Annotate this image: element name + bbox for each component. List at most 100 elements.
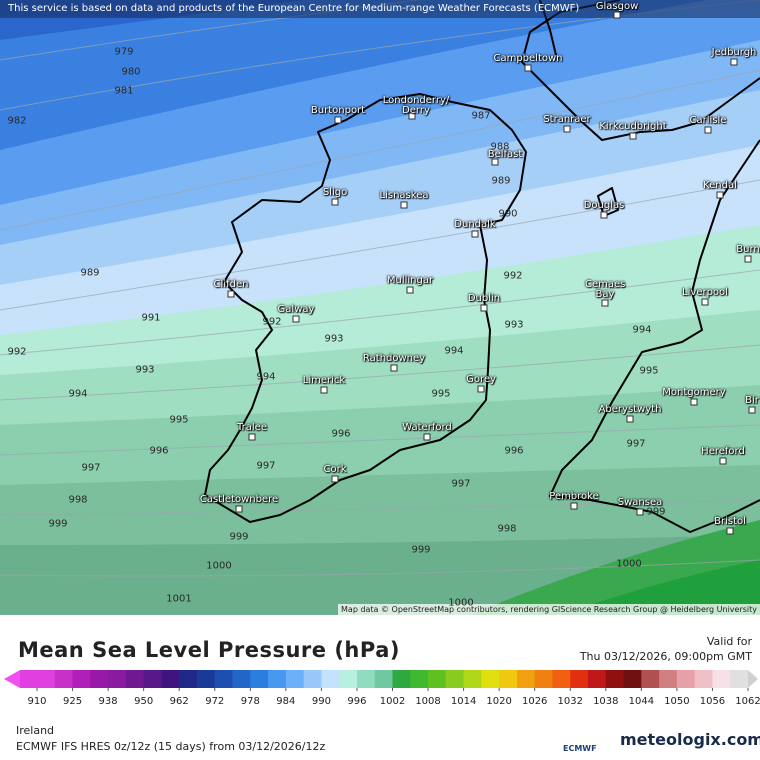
place-label: Aberystwyth: [598, 404, 662, 415]
place-label: Carlisle: [689, 115, 727, 126]
isobar-label: 1000: [448, 597, 474, 609]
place-marker: [704, 126, 712, 134]
isobar-label: 996: [149, 445, 169, 457]
place-label: Tralee: [237, 422, 267, 433]
colorbar-segment: [90, 670, 109, 688]
colorbar-tick-label: 1002: [380, 696, 405, 707]
colorbar-segment: [54, 670, 74, 688]
place-label: Londonderry/ Derry: [382, 95, 450, 116]
colorbar-segment: [712, 670, 731, 688]
colorbar-segment: [730, 670, 749, 688]
place-marker: [408, 112, 416, 120]
place-label: Pembroke: [549, 491, 599, 502]
isobar-label: 993: [504, 319, 524, 331]
isobar-label: 995: [639, 365, 659, 377]
place-label: Burn: [736, 244, 760, 255]
colorbar-segment: [605, 670, 625, 688]
colorbar-segment: [516, 670, 536, 688]
colorbar-segment: [641, 670, 660, 688]
colorbar-tick-label: 1038: [593, 696, 618, 707]
place-label: Waterford: [402, 422, 452, 433]
colorbar-segment: [37, 670, 56, 688]
place-marker: [726, 527, 734, 535]
colorbar-tick-label: 1044: [629, 696, 654, 707]
place-marker: [480, 304, 488, 312]
place-marker: [719, 457, 727, 465]
place-label: Liverpool: [682, 287, 728, 298]
colorbar-segment: [303, 670, 322, 688]
place-marker: [730, 58, 738, 66]
place-label: Cemaes Bay: [585, 279, 626, 300]
place-label: Kendal: [703, 180, 737, 191]
place-label: Limerick: [302, 375, 346, 386]
colorbar-segment: [676, 670, 696, 688]
place-label: Clifden: [213, 279, 249, 290]
isobar-label: 980: [121, 66, 141, 78]
isobar-label: 998: [68, 494, 88, 506]
isobar-label: 1000: [616, 558, 642, 570]
colorbar-tick-label: 996: [347, 696, 366, 707]
place-label: Cork: [323, 464, 347, 475]
isobar-label: 993: [135, 364, 155, 376]
isobar-label: 995: [169, 414, 189, 426]
colorbar-segment: [623, 670, 642, 688]
isobar-label: 997: [256, 460, 276, 472]
brand: meteologix.com: [620, 730, 760, 749]
colorbar-segment: [321, 670, 340, 688]
colorbar-tick-label: 962: [170, 696, 189, 707]
valid-time: Thu 03/12/2026, 09:00pm GMT: [579, 650, 752, 663]
isobar-label: 997: [451, 478, 471, 490]
colorbar-tick-label: 1026: [522, 696, 547, 707]
isobar-label: 988: [490, 141, 510, 153]
colorbar-segment: [410, 670, 429, 688]
place-marker: [570, 502, 578, 510]
colorbar-tick-label: 972: [205, 696, 224, 707]
colorbar-segment: [179, 670, 198, 688]
place-label: Dublin: [467, 293, 501, 304]
place-label: Gorey: [466, 374, 496, 385]
colorbar: 910 925 938 950 962 972 978 984 990 996 1002 1008 10…: [4, 670, 760, 707]
place-label: Sligo: [322, 187, 348, 198]
colorbar-segment: [588, 670, 607, 688]
place-marker: [331, 475, 339, 483]
place-label: Mullingar: [386, 275, 434, 286]
place-label: Stranraer: [543, 114, 591, 125]
colorbar-segment: [552, 670, 571, 688]
place-marker: [690, 398, 698, 406]
place-marker: [227, 290, 235, 298]
place-marker: [248, 433, 256, 441]
colorbar-segment: [125, 670, 145, 688]
attribution: Map data © OpenStreetMap contributors, r…: [338, 604, 760, 615]
colorbar-segment: [339, 670, 358, 688]
valid-label: Valid for: [706, 635, 752, 648]
place-marker: [334, 116, 342, 124]
colorbar-segment: [250, 670, 269, 688]
colorbar-segment: [356, 670, 376, 688]
colorbar-tick-label: 978: [241, 696, 260, 707]
isobar-label: 999: [229, 531, 249, 543]
colorbar-tick-label: 1014: [451, 696, 476, 707]
colorbar-over: [748, 670, 758, 688]
colorbar-tick-label: 990: [312, 696, 331, 707]
colorbar-segment: [374, 670, 393, 688]
place-marker: [320, 386, 328, 394]
colorbar-tick-label: 938: [99, 696, 118, 707]
colorbar-segment: [232, 670, 251, 688]
isobar-label: 996: [504, 445, 524, 457]
colorbar-segment: [72, 670, 91, 688]
place-label: Jedburgh: [711, 47, 757, 58]
map: This service is based on data and produc…: [0, 0, 760, 615]
place-label: Rathdowney: [362, 353, 426, 364]
isobar-label: 996: [331, 428, 351, 440]
colorbar-tick-label: 1056: [700, 696, 725, 707]
isobar-label: 995: [431, 388, 451, 400]
place-marker: [491, 158, 499, 166]
colorbar-segment: [285, 670, 305, 688]
isobar-label: 979: [114, 46, 134, 58]
map-background: [0, 0, 760, 615]
place-label: Belfast: [487, 149, 523, 160]
place-marker: [390, 364, 398, 372]
place-marker: [636, 508, 644, 516]
place-label: Galway: [277, 304, 315, 315]
